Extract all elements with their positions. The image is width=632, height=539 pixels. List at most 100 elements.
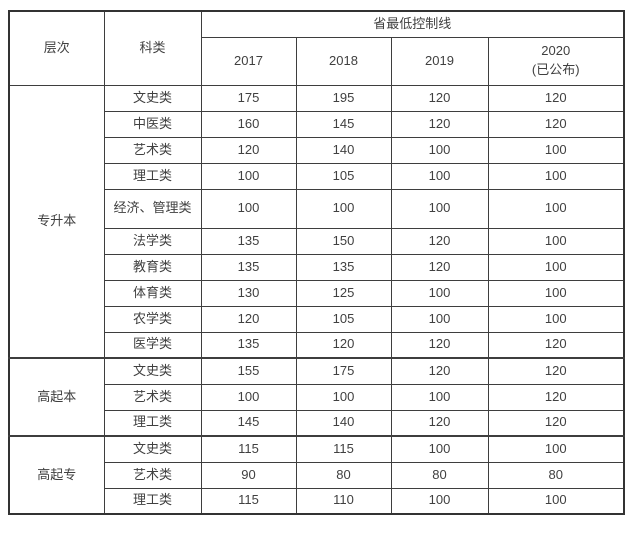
score-cell: 100 xyxy=(390,383,489,411)
score-cell: 80 xyxy=(390,461,489,489)
score-cell: 120 xyxy=(487,383,625,411)
header-year-2018: 2018 xyxy=(295,36,392,86)
category-cell: 经济、管理类 xyxy=(103,188,202,229)
category-cell: 艺术类 xyxy=(103,461,202,489)
score-cell: 135 xyxy=(200,331,297,359)
score-cell: 135 xyxy=(200,253,297,281)
score-cell: 90 xyxy=(200,461,297,489)
score-cell: 100 xyxy=(487,136,625,164)
level-cell: 高起专 xyxy=(8,435,105,515)
table-row: 农学类 120 105 100 100 xyxy=(9,305,625,333)
category-cell: 理工类 xyxy=(103,487,202,515)
score-cell: 100 xyxy=(200,383,297,411)
score-cell: 105 xyxy=(295,305,392,333)
score-cell: 120 xyxy=(390,84,489,112)
header-category: 科类 xyxy=(103,10,202,86)
score-cell: 120 xyxy=(390,110,489,138)
score-cell: 100 xyxy=(487,279,625,307)
category-cell: 医学类 xyxy=(103,331,202,359)
category-cell: 法学类 xyxy=(103,227,202,255)
score-cell: 145 xyxy=(200,409,297,437)
score-cell: 120 xyxy=(390,227,489,255)
score-cell: 175 xyxy=(295,357,392,385)
score-cell: 80 xyxy=(487,461,625,489)
score-cell: 100 xyxy=(487,435,625,463)
table-row: 理工类 115 110 100 100 xyxy=(9,487,625,515)
score-cell: 145 xyxy=(295,110,392,138)
score-cell: 120 xyxy=(487,84,625,112)
score-cell: 100 xyxy=(390,435,489,463)
header-group-title: 省最低控制线 xyxy=(200,10,625,38)
score-cell: 100 xyxy=(390,136,489,164)
category-cell: 体育类 xyxy=(103,279,202,307)
level-cell: 专升本 xyxy=(8,84,105,359)
score-cell: 130 xyxy=(200,279,297,307)
header-year-2020-value: 2020 xyxy=(541,43,571,59)
score-cell: 155 xyxy=(200,357,297,385)
score-cell: 120 xyxy=(390,357,489,385)
header-year-2020: 2020 (已公布) xyxy=(487,36,625,86)
category-cell: 理工类 xyxy=(103,409,202,437)
score-cell: 115 xyxy=(200,435,297,463)
score-cell: 120 xyxy=(295,331,392,359)
score-cell: 120 xyxy=(390,253,489,281)
score-cell: 100 xyxy=(487,188,625,229)
score-cell: 140 xyxy=(295,136,392,164)
score-cell: 100 xyxy=(487,227,625,255)
score-cell: 120 xyxy=(200,305,297,333)
table-header-row-group: 层次 科类 省最低控制线 xyxy=(8,10,625,86)
score-cell: 120 xyxy=(200,136,297,164)
table-row: 教育类 135 135 120 100 xyxy=(9,253,625,281)
score-cell: 115 xyxy=(295,435,392,463)
header-level: 层次 xyxy=(8,10,105,86)
score-cell: 100 xyxy=(487,253,625,281)
category-cell: 文史类 xyxy=(103,84,202,112)
level-cell: 高起本 xyxy=(8,357,105,437)
category-cell: 艺术类 xyxy=(103,136,202,164)
score-cell: 100 xyxy=(200,188,297,229)
score-cell: 120 xyxy=(487,110,625,138)
table-row: 理工类 100 105 100 100 xyxy=(9,162,625,190)
table-row: 艺术类 90 80 80 80 xyxy=(9,461,625,489)
table-row: 高起本 文史类 155 175 120 120 xyxy=(8,357,625,437)
table-row: 医学类 135 120 120 120 xyxy=(9,331,625,359)
table-header-row-years: 2017 2018 2019 2020 (已公布) xyxy=(9,36,625,86)
score-cell: 195 xyxy=(295,84,392,112)
score-table: 层次 科类 省最低控制线 2017 2018 2019 2020 (已公布) 专… xyxy=(8,10,626,515)
score-cell: 125 xyxy=(295,279,392,307)
table-row: 法学类 135 150 120 100 xyxy=(9,227,625,255)
score-cell: 100 xyxy=(487,487,625,515)
score-cell: 140 xyxy=(295,409,392,437)
table-row: 经济、管理类 100 100 100 100 xyxy=(9,188,625,229)
category-cell: 艺术类 xyxy=(103,383,202,411)
category-cell: 农学类 xyxy=(103,305,202,333)
category-cell: 中医类 xyxy=(103,110,202,138)
header-year-2019: 2019 xyxy=(390,36,489,86)
score-cell: 120 xyxy=(487,409,625,437)
category-cell: 教育类 xyxy=(103,253,202,281)
score-cell: 150 xyxy=(295,227,392,255)
score-cell: 110 xyxy=(295,487,392,515)
score-cell: 100 xyxy=(295,383,392,411)
score-cell: 105 xyxy=(295,162,392,190)
table-row: 专升本 文史类 175 195 120 120 xyxy=(8,84,625,359)
header-year-2017: 2017 xyxy=(200,36,297,86)
header-year-2020-note: (已公布) xyxy=(531,62,580,77)
table-row: 艺术类 100 100 100 120 xyxy=(9,383,625,411)
score-cell: 135 xyxy=(295,253,392,281)
score-cell: 160 xyxy=(200,110,297,138)
score-cell: 100 xyxy=(487,305,625,333)
score-cell: 80 xyxy=(295,461,392,489)
score-cell: 100 xyxy=(295,188,392,229)
score-cell: 120 xyxy=(390,409,489,437)
category-cell: 文史类 xyxy=(103,435,202,463)
score-cell: 100 xyxy=(487,162,625,190)
category-cell: 理工类 xyxy=(103,162,202,190)
score-cell: 135 xyxy=(200,227,297,255)
score-cell: 175 xyxy=(200,84,297,112)
table-row: 高起专 文史类 115 115 100 100 xyxy=(8,435,625,515)
score-cell: 100 xyxy=(200,162,297,190)
table-row: 理工类 145 140 120 120 xyxy=(9,409,625,437)
score-cell: 100 xyxy=(390,487,489,515)
score-cell: 100 xyxy=(390,188,489,229)
